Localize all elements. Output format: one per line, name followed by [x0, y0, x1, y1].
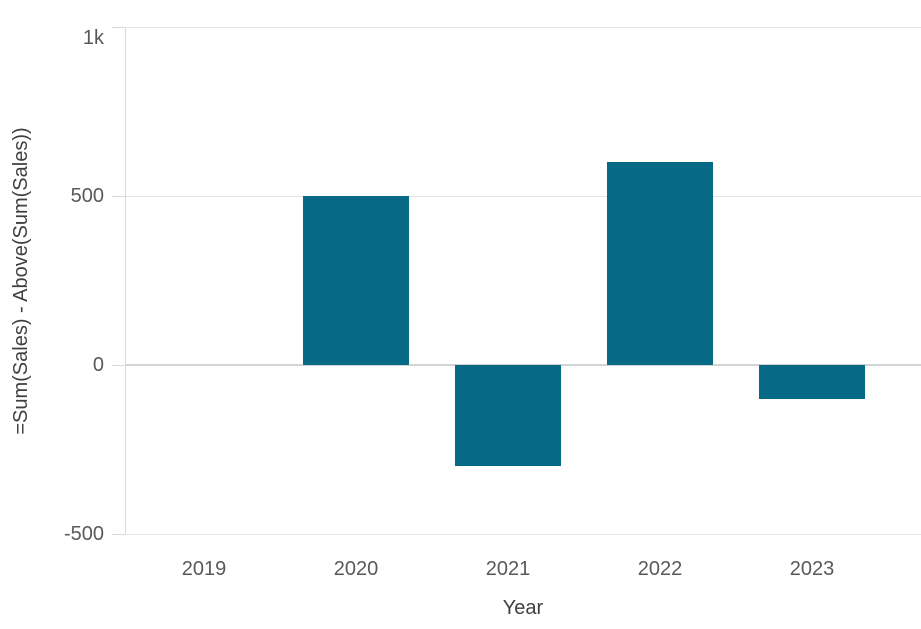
x-tick-label-2021[interactable]: 2021	[485, 558, 531, 580]
bar-2020[interactable]	[303, 196, 409, 365]
x-tick-label-2019[interactable]: 2019	[181, 558, 227, 580]
x-axis-title: Year	[502, 597, 544, 619]
y-tick-label: 0	[92, 354, 104, 376]
x-tick-label-2020[interactable]: 2020	[333, 558, 379, 580]
bar-2021[interactable]	[455, 365, 561, 467]
y-axis-title: =Sum(Sales) - Above(Sum(Sales))	[10, 127, 32, 435]
bar-2022[interactable]	[607, 162, 713, 365]
y-axis-tick	[112, 195, 125, 197]
y-tick-label: 500	[70, 185, 104, 207]
x-tick-label-2022[interactable]: 2022	[637, 558, 683, 580]
gridline	[125, 533, 921, 535]
gridline	[125, 195, 921, 197]
y-axis-tick	[112, 26, 125, 28]
y-axis-tick	[112, 364, 125, 366]
y-tick-label: -500	[63, 523, 104, 545]
gridline	[125, 26, 921, 28]
x-tick-label-2023[interactable]: 2023	[789, 558, 835, 580]
y-axis-tick	[112, 533, 125, 535]
y-axis-line	[125, 27, 126, 534]
bar-2023[interactable]	[759, 365, 865, 399]
y-tick-label: 1k	[82, 27, 104, 49]
